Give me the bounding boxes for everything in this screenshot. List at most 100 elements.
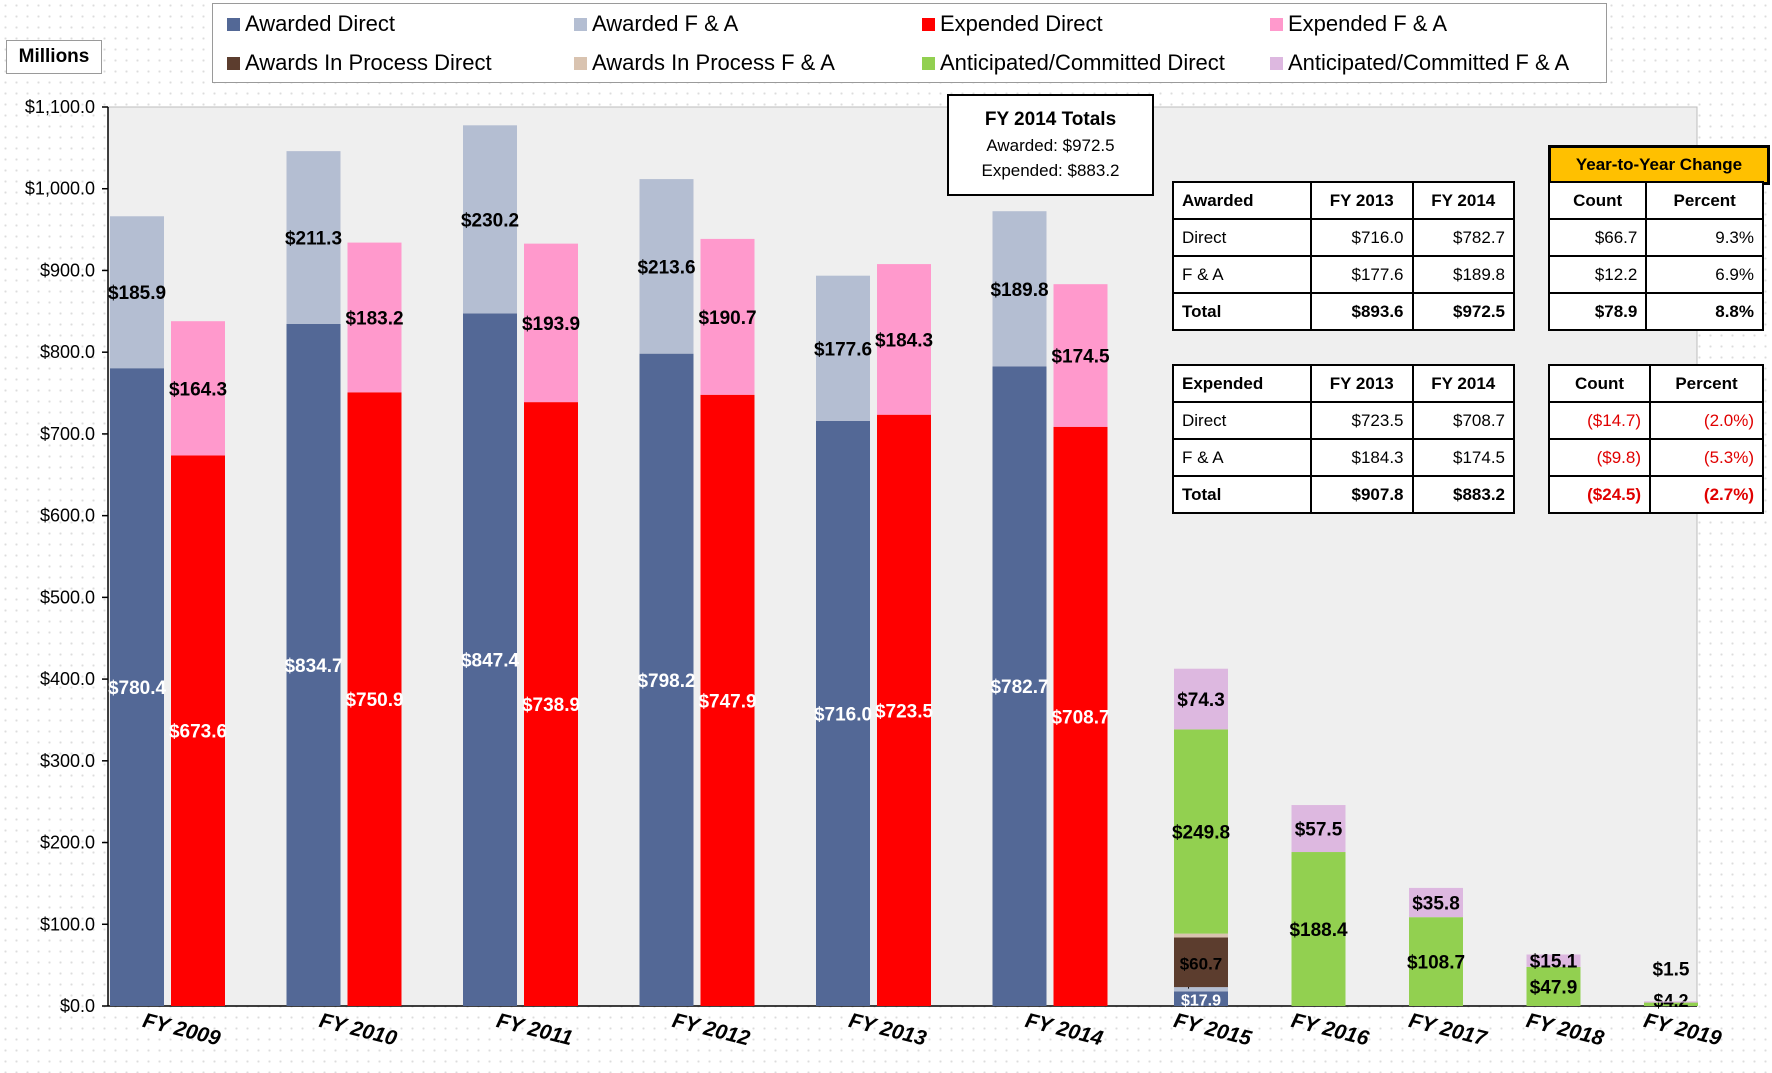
table-cell: Count (1549, 182, 1646, 219)
y-tick-label: $400.0 (40, 669, 95, 689)
y-tick-label: $1,000.0 (25, 179, 95, 199)
y-tick-label: $800.0 (40, 342, 95, 362)
bar-label-awarded-direct: $847.4 (461, 651, 520, 672)
legend-swatch (922, 57, 935, 70)
table-header-row: Expended FY 2013 FY 2014 (1173, 365, 1514, 402)
bar-label-anticipated-fa: $1.5 (1653, 959, 1690, 980)
awarded-table: Awarded FY 2013 FY 2014 Direct $716.0 $7… (1172, 181, 1515, 331)
table-row: F & A $177.6 $189.8 (1173, 256, 1514, 293)
table-cell: Total (1173, 476, 1311, 513)
bar-anticipated-fa (1644, 1001, 1698, 1002)
bar-label-awarded-fa: $211.3 (285, 228, 342, 249)
bar-label-awarded-direct: $834.7 (284, 656, 342, 677)
bar-label-anticipated-fa: $74.3 (1177, 690, 1225, 711)
table-cell: $893.6 (1311, 293, 1413, 330)
y-tick-label: $700.0 (40, 424, 95, 444)
table-cell: $723.5 (1311, 402, 1413, 439)
table-cell: $716.0 (1311, 219, 1413, 256)
bar-label-expended-direct: $750.9 (345, 690, 403, 711)
table-row: $12.2 6.9% (1549, 256, 1763, 293)
bar-label-expended-direct: $738.9 (522, 695, 580, 716)
legend-awarded-fa: Awarded F & A (574, 11, 738, 37)
legend-in-process-direct: Awards In Process Direct (227, 50, 492, 76)
table-cell: $708.7 (1413, 402, 1515, 439)
table-cell: Direct (1173, 402, 1311, 439)
y-tick-label: $900.0 (40, 260, 95, 280)
totals-expended: Expended: $883.2 (949, 161, 1152, 181)
table-row-total: $78.9 8.8% (1549, 293, 1763, 330)
table-cell: $907.8 (1311, 476, 1413, 513)
bar-label-awarded-direct: $716.0 (814, 704, 872, 725)
bar-label-awarded-fa: $230.2 (461, 210, 519, 231)
bar-label-expended-fa: $190.7 (698, 308, 756, 329)
table-cell: $66.7 (1549, 219, 1646, 256)
bar-label-anticipated-direct: $47.9 (1530, 977, 1578, 998)
table-row: Direct $723.5 $708.7 (1173, 402, 1514, 439)
table-cell: 8.8% (1646, 293, 1763, 330)
table-cell: Direct (1173, 219, 1311, 256)
legend-anticipated-direct: Anticipated/Committed Direct (922, 50, 1225, 76)
table-header-row: Awarded FY 2013 FY 2014 (1173, 182, 1514, 219)
table-cell: 9.3% (1646, 219, 1763, 256)
bar-label-awarded-fa: $177.6 (814, 339, 872, 360)
table-header-row: Count Percent (1549, 182, 1763, 219)
bar-label-anticipated-direct: $249.8 (1172, 823, 1230, 844)
table-cell: Total (1173, 293, 1311, 330)
legend-swatch (1270, 18, 1283, 31)
x-category-label: FY 2010 (317, 1009, 400, 1051)
expended-table: Expended FY 2013 FY 2014 Direct $723.5 $… (1172, 364, 1515, 514)
bar-label-expended-fa: $174.5 (1051, 346, 1110, 367)
bar-label-expended-direct: $723.5 (875, 701, 934, 722)
table-cell: FY 2014 (1413, 365, 1515, 402)
chart-legend: Awarded Direct Awarded F & A Expended Di… (212, 3, 1607, 83)
legend-swatch (574, 57, 587, 70)
table-cell: FY 2014 (1413, 182, 1515, 219)
legend-swatch (574, 18, 587, 31)
table-cell: $174.5 (1413, 439, 1515, 476)
table-cell: $883.2 (1413, 476, 1515, 513)
bar-label-expended-direct: $708.7 (1051, 707, 1109, 728)
table-cell: Awarded (1173, 182, 1311, 219)
bar-label-expended-fa: $164.3 (169, 379, 227, 400)
legend-swatch (227, 18, 240, 31)
awarded-change-table: Count Percent $66.7 9.3% $12.2 6.9% $78.… (1548, 181, 1764, 331)
bar-label-anticipated-fa: $57.5 (1295, 820, 1343, 841)
bar-label-expended-fa: $184.3 (875, 330, 933, 351)
legend-awarded-direct: Awarded Direct (227, 11, 395, 37)
y-tick-label: $200.0 (40, 833, 95, 853)
legend-expended-fa: Expended F & A (1270, 11, 1447, 37)
legend-anticipated-fa: Anticipated/Committed F & A (1270, 50, 1569, 76)
table-cell: $782.7 (1413, 219, 1515, 256)
y-tick-label: $300.0 (40, 751, 95, 771)
x-category-label: FY 2016 (1289, 1009, 1372, 1051)
table-cell: (5.3%) (1650, 439, 1763, 476)
table-cell: (2.0%) (1650, 402, 1763, 439)
bar-label-awarded-direct: $780.4 (108, 678, 167, 699)
x-category-label: FY 2009 (140, 1009, 223, 1051)
x-category-label: FY 2018 (1524, 1009, 1607, 1051)
table-cell: $177.6 (1311, 256, 1413, 293)
table-row: ($14.7) (2.0%) (1549, 402, 1763, 439)
bar-label-awarded-direct: $17.9 (1181, 993, 1221, 1010)
table-header-row: Count Percent (1549, 365, 1763, 402)
x-category-label: FY 2015 (1171, 1009, 1254, 1051)
table-row: ($9.8) (5.3%) (1549, 439, 1763, 476)
bar-label-awarded-direct: $782.7 (990, 677, 1048, 698)
x-category-label: FY 2017 (1406, 1009, 1490, 1051)
x-category-label: FY 2019 (1641, 1009, 1724, 1051)
x-category-label: FY 2013 (846, 1009, 929, 1051)
table-cell: F & A (1173, 256, 1311, 293)
units-label: Millions (6, 40, 102, 74)
y-tick-label: $1,100.0 (25, 97, 95, 117)
fy2014-totals-box: FY 2014 Totals Awarded: $972.5 Expended:… (947, 94, 1154, 196)
table-cell: FY 2013 (1311, 182, 1413, 219)
table-cell: FY 2013 (1311, 365, 1413, 402)
bar-label-awarded-fa: $185.9 (108, 283, 166, 304)
bar-label-anticipated-fa: $35.8 (1412, 894, 1460, 915)
legend-swatch (922, 18, 935, 31)
table-row: $66.7 9.3% (1549, 219, 1763, 256)
table-cell: $184.3 (1311, 439, 1413, 476)
table-cell: $972.5 (1413, 293, 1515, 330)
bar-label-expended-fa: $183.2 (345, 308, 403, 329)
